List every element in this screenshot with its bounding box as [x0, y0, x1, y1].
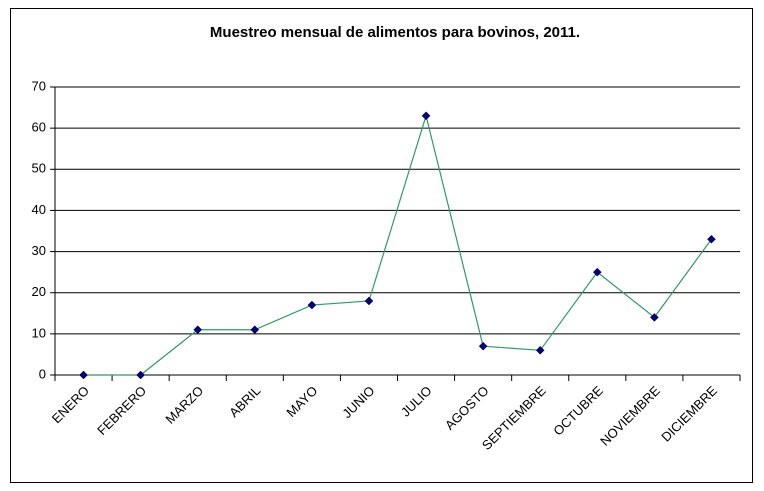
chart-title: Muestreo mensual de alimentos para bovin… — [210, 24, 580, 41]
y-tick-label: 60 — [32, 120, 46, 135]
data-line — [83, 113, 712, 376]
y-tick-label: 0 — [39, 366, 46, 381]
data-point — [707, 234, 716, 244]
data-point — [650, 313, 659, 322]
data-point — [193, 325, 203, 335]
y-tick-label: 40 — [32, 202, 46, 217]
data-point — [136, 370, 145, 380]
data-point — [79, 370, 88, 380]
data-point — [364, 296, 374, 306]
data-point — [478, 341, 488, 351]
y-tick-label: 70 — [32, 78, 46, 93]
y-tick-label: 50 — [32, 161, 46, 176]
y-tick-label: 30 — [32, 243, 46, 258]
data-point — [592, 267, 602, 277]
y-tick-label: 10 — [32, 325, 46, 340]
data-point — [535, 345, 545, 355]
data-point — [250, 325, 260, 335]
data-point — [307, 300, 317, 310]
y-tick-label: 20 — [32, 284, 46, 299]
data-point — [421, 111, 431, 121]
